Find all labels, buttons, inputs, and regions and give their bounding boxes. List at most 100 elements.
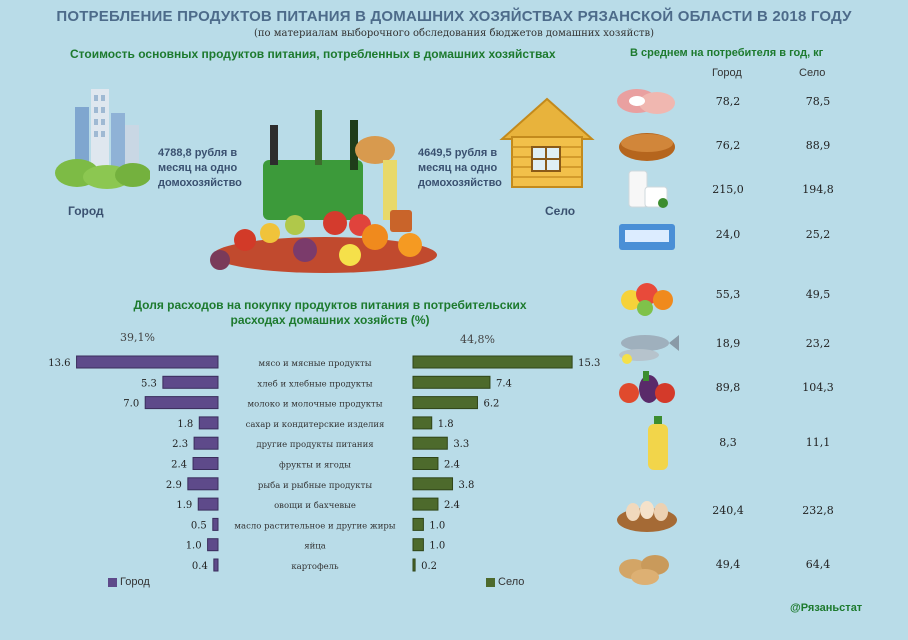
village-bar <box>412 457 439 470</box>
city-bar-label: 1.0 <box>186 541 202 552</box>
eggs-icon <box>617 501 677 532</box>
category-label: масло растительное и другие жиры <box>234 521 395 531</box>
legend-city-swatch <box>108 577 117 587</box>
sugar-icon <box>619 224 675 250</box>
city-bar <box>76 355 219 369</box>
page-title: ПОТРЕБЛЕНИЕ ПРОДУКТОВ ПИТАНИЯ В ДОМАШНИХ… <box>56 8 852 25</box>
category-label: фрукты и ягоды <box>279 461 351 471</box>
village-bar-label: 1.8 <box>438 419 454 430</box>
village-house-icon <box>499 97 595 188</box>
village-bar-label: 2.4 <box>444 500 460 511</box>
per-consumer-village-value: 11,1 <box>805 436 831 449</box>
per-consumer-title: В среднем на потребителя в год, кг <box>630 47 824 59</box>
category-label: хлеб и хлебные продукты <box>257 378 372 389</box>
fish-icon <box>619 335 679 364</box>
city-bar <box>212 517 219 531</box>
chart-title: Доля расходов на покупку продуктов питан… <box>133 298 527 327</box>
col-head-city: Город <box>712 67 742 79</box>
village-bar <box>412 538 424 552</box>
village-bar-label: 1.0 <box>429 520 445 531</box>
expense-share-chart: 13.6 мясо и мясные продукты 15.3 5.3 хлеб и … <box>48 355 600 572</box>
legend-city: Город <box>108 576 150 588</box>
village-cost-line-3: домохозяйство <box>418 177 502 189</box>
meat-icon <box>617 89 675 114</box>
potato-icon <box>619 555 669 585</box>
food-basket-icon <box>210 110 437 273</box>
city-bar-label: 2.9 <box>166 480 182 491</box>
village-bar-label: 15.3 <box>578 358 600 369</box>
city-buildings-icon <box>55 89 150 189</box>
oil-bottle-icon <box>648 416 668 470</box>
city-bar-label: 7.0 <box>123 399 139 410</box>
legend-village-swatch <box>486 577 495 587</box>
village-bar-label: 0.2 <box>421 561 437 572</box>
village-bar <box>412 497 439 511</box>
per-consumer-village-value: 194,8 <box>802 183 834 196</box>
category-label: овощи и бахчевые <box>274 500 356 511</box>
per-consumer-city-value: 18,9 <box>715 337 741 350</box>
per-consumer-village-value: 25,2 <box>805 228 831 241</box>
city-bar <box>213 558 219 572</box>
city-bar <box>193 436 219 450</box>
village-bar <box>412 375 491 389</box>
city-bar <box>187 477 219 491</box>
city-total: 39,1% <box>120 331 155 344</box>
per-consumer-village-value: 104,3 <box>802 381 834 394</box>
city-bar <box>144 396 219 410</box>
page-subtitle: (по материалам выборочного обследования … <box>253 28 655 39</box>
village-bar <box>412 436 448 450</box>
category-label: сахар и кондитерские изделия <box>246 420 385 430</box>
city-cost-line-3: домохозяйство <box>158 177 242 189</box>
legend-village-label: Село <box>498 576 525 588</box>
category-label: другие продукты питания <box>256 440 373 450</box>
milk-icon <box>628 170 668 208</box>
city-bar-label: 1.8 <box>177 419 193 430</box>
vegetables-icon <box>619 371 675 403</box>
per-consumer-city-value: 240,4 <box>712 504 744 517</box>
city-bar <box>192 457 219 470</box>
per-consumer-village-value: 232,8 <box>802 504 834 517</box>
village-bar <box>412 416 433 430</box>
per-consumer-city-value: 89,8 <box>715 381 741 394</box>
village-bar <box>412 396 478 410</box>
fruit-icon <box>621 283 673 316</box>
village-bar-label: 1.0 <box>429 541 445 552</box>
village-label: Село <box>545 204 576 218</box>
per-consumer-village-value: 23,2 <box>805 337 831 350</box>
per-consumer-city-value: 24,0 <box>715 228 741 241</box>
per-consumer-city-value: 76,2 <box>715 139 741 152</box>
city-bar-label: 1.9 <box>176 500 192 511</box>
category-label: мясо и мясные продукты <box>258 359 371 369</box>
city-bar-label: 0.5 <box>191 520 207 531</box>
per-consumer-village-value: 64,4 <box>805 558 831 571</box>
city-bar-label: 2.4 <box>171 460 187 471</box>
per-consumer-city-value: 8,3 <box>719 436 737 449</box>
village-bar <box>412 517 424 531</box>
city-bar-label: 5.3 <box>141 378 157 389</box>
col-head-village: Село <box>799 67 826 79</box>
cost-section-title: Стоимость основных продуктов питания, по… <box>70 47 556 61</box>
per-consumer-village-value: 88,9 <box>805 139 831 152</box>
village-bar-label: 3.8 <box>459 480 475 491</box>
per-consumer-village-value: 49,5 <box>805 288 831 301</box>
village-bar <box>412 355 573 369</box>
per-consumer-city-value: 215,0 <box>712 183 744 196</box>
village-bar <box>412 558 416 572</box>
city-cost-line-1: 4788,8 рубля в <box>158 147 238 159</box>
per-consumer-city-value: 55,3 <box>715 288 741 301</box>
category-label: рыба и рыбные продукты <box>258 480 372 491</box>
per-consumer-city-value: 78,2 <box>715 95 741 108</box>
city-bar <box>197 497 219 511</box>
village-total: 44,8% <box>460 333 495 346</box>
village-cost-line-1: 4649,5 рубля в <box>418 147 498 159</box>
legend-village: Село <box>486 576 524 588</box>
village-bar-label: 3.3 <box>453 439 469 450</box>
legend-city-label: Город <box>120 576 150 588</box>
per-consumer-city-value: 49,4 <box>715 558 741 571</box>
city-bar <box>207 538 219 552</box>
category-label: яйца <box>304 542 326 552</box>
city-bar <box>162 375 219 389</box>
city-label: Город <box>68 204 104 218</box>
city-bar-label: 2.3 <box>172 439 188 450</box>
city-bar-label: 13.6 <box>48 358 70 369</box>
